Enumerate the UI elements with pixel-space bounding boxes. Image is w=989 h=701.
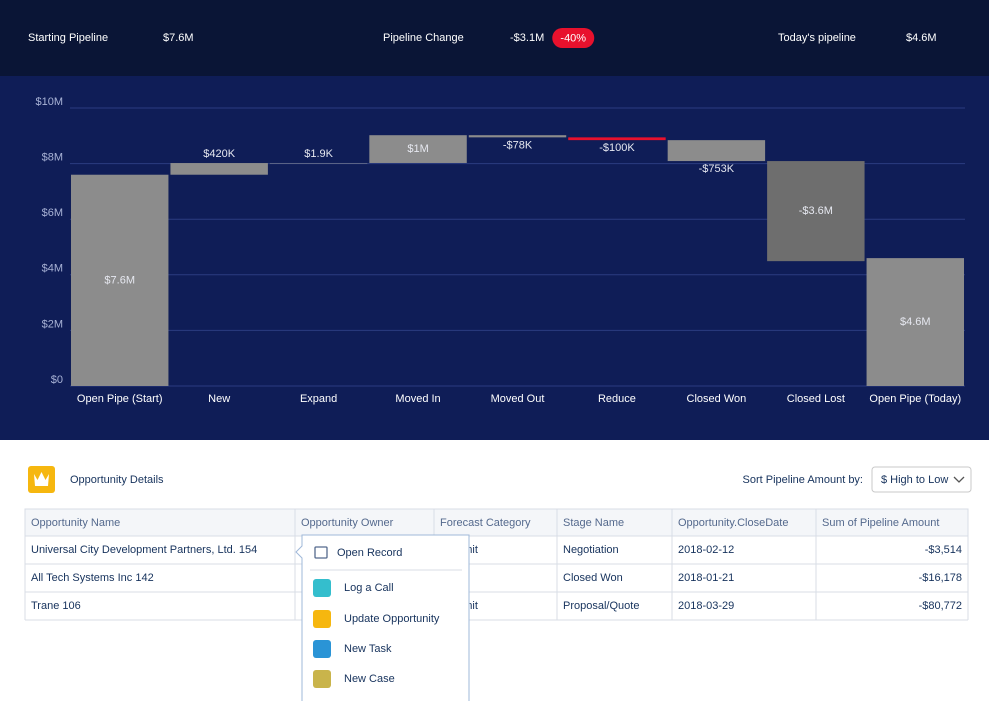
bar (369, 135, 467, 163)
data-label: -$100K (599, 142, 635, 154)
column-header: Opportunity.CloseDate (678, 517, 788, 529)
table-cell: Closed Won (563, 572, 623, 584)
data-label: $7.6M (104, 274, 135, 286)
menu-item[interactable]: Open Record (337, 547, 402, 559)
select-caret (953, 476, 965, 483)
table-cell: Negotiation (563, 544, 619, 556)
menu-icon (313, 670, 331, 688)
table-cell: Trane 106 (31, 600, 81, 612)
menu-item[interactable]: New Task (344, 643, 392, 655)
kpi-label: Today's pipeline (778, 32, 856, 44)
x-tick-label: Moved In (395, 393, 440, 405)
data-label: $1M (407, 143, 428, 155)
details-title: Opportunity Details (70, 474, 164, 486)
data-label: $1.9K (304, 148, 333, 160)
sort-select[interactable] (871, 466, 972, 493)
table-cell: Proposal/Quote (563, 600, 639, 612)
kpi-label: Pipeline Change (383, 32, 464, 44)
y-tick-label: $4M (42, 263, 63, 275)
table-cell: All Tech Systems Inc 142 (31, 572, 154, 584)
x-tick-label: Closed Lost (787, 393, 845, 405)
data-label: -$78K (503, 139, 533, 151)
table-cell: 2018-02-12 (678, 544, 734, 556)
header-bg (0, 0, 989, 76)
kpi-badge-text: -40% (560, 32, 586, 44)
menu-item[interactable]: New Case (344, 673, 395, 685)
x-tick-label: Moved Out (491, 393, 545, 405)
x-tick-label: Expand (300, 393, 337, 405)
sort-label: Sort Pipeline Amount by: (743, 474, 863, 486)
column-header: Forecast Category (440, 517, 531, 529)
data-label: -$753K (699, 163, 735, 175)
bar (269, 162, 368, 164)
data-label: $420K (203, 148, 235, 160)
sort-value: $ High to Low (881, 474, 948, 486)
y-tick-label: $10M (35, 96, 63, 108)
column-header: Opportunity Owner (301, 517, 394, 529)
table-header-bg (24, 508, 969, 537)
bar (71, 174, 169, 386)
table-cell: -$16,178 (919, 572, 962, 584)
x-tick-label: Open Pipe (Start) (77, 393, 163, 405)
table-cell: 2018-01-21 (678, 572, 734, 584)
menu-item[interactable]: Update Opportunity (344, 613, 440, 625)
menu-icon (313, 610, 331, 628)
table-cell: -$3,514 (925, 544, 962, 556)
column-header: Opportunity Name (31, 517, 120, 529)
kpi-badge (552, 28, 595, 48)
bar (468, 135, 567, 138)
x-tick-label: New (208, 393, 230, 405)
table-cell: Universal City Development Partners, Ltd… (31, 544, 257, 556)
bar (170, 163, 268, 175)
menu-icon (314, 546, 328, 559)
y-tick-label: $2M (42, 318, 63, 330)
y-tick-label: $6M (42, 207, 63, 219)
x-tick-label: Open Pipe (Today) (869, 393, 961, 405)
bar (866, 258, 964, 386)
x-tick-label: Closed Won (687, 393, 747, 405)
menu-panel (295, 534, 470, 701)
bar (568, 137, 666, 141)
column-header: Sum of Pipeline Amount (822, 517, 939, 529)
x-tick-label: Reduce (598, 393, 636, 405)
data-label: -$3.6M (799, 205, 833, 217)
column-header: Stage Name (563, 517, 624, 529)
bar (667, 140, 766, 162)
kpi-label: Starting Pipeline (28, 32, 108, 44)
menu-icon (313, 640, 331, 658)
kpi-value: $7.6M (163, 32, 194, 44)
kpi-value: -$3.1M (510, 32, 544, 44)
y-tick-label: $0 (51, 374, 63, 386)
table-cell: 2018-03-29 (678, 600, 734, 612)
menu-item[interactable]: Log a Call (344, 582, 394, 594)
menu-icon (313, 579, 331, 597)
kpi-value: $4.6M (906, 32, 937, 44)
y-tick-label: $8M (42, 152, 63, 164)
table-cell: -$80,772 (919, 600, 962, 612)
data-label: $4.6M (900, 316, 931, 328)
bar (767, 161, 865, 262)
crown (34, 472, 49, 486)
